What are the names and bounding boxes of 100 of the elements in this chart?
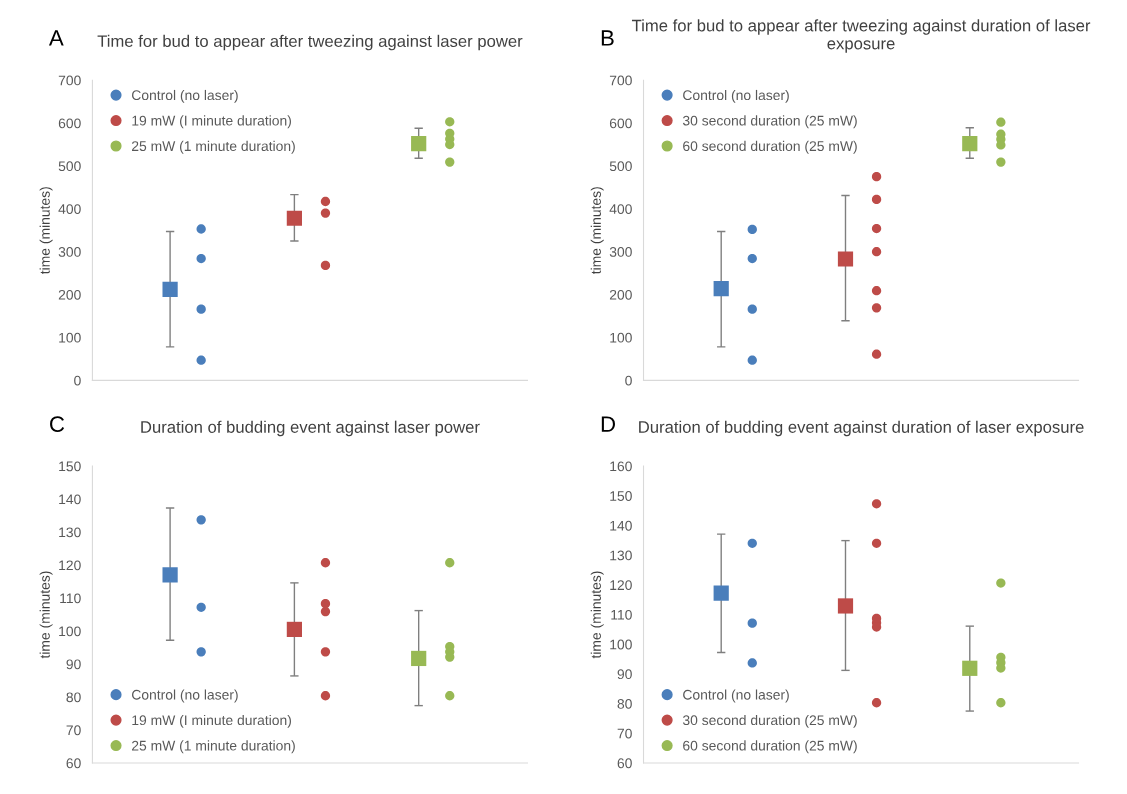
point <box>196 355 206 365</box>
text: B <box>601 30 614 46</box>
legend-label: Control (no laser) <box>132 689 238 703</box>
point <box>747 224 757 235</box>
y-axis-title: time (minutes) <box>39 187 53 275</box>
point <box>445 157 455 167</box>
y-tick-label: 100 <box>610 639 632 650</box>
point <box>747 253 757 264</box>
y-tick-label: 0 <box>74 375 81 386</box>
text: A <box>48 30 64 46</box>
point <box>196 304 206 314</box>
y-tick-label: 400 <box>58 204 81 214</box>
point <box>871 286 882 296</box>
y-tick-label: 300 <box>58 247 81 257</box>
y-tick-label: 60 <box>66 758 81 769</box>
y-tick-label: 80 <box>66 692 81 703</box>
point <box>996 698 1006 708</box>
y-tick-label: 90 <box>617 669 632 680</box>
chart-title: Duration of budding event against laser power <box>141 420 480 437</box>
y-tick-label: 130 <box>59 527 81 538</box>
legend-label: 60 second duration (25 mW) <box>683 140 857 154</box>
y-tick-label: 700 <box>58 75 81 86</box>
point <box>196 515 206 525</box>
point <box>196 253 206 264</box>
y-tick-label: 300 <box>609 247 632 257</box>
point <box>871 303 882 313</box>
point <box>747 618 757 628</box>
point <box>747 538 757 548</box>
y-tick-label: 600 <box>609 118 632 129</box>
legend-label: 19 mW (I minute duration) <box>132 714 291 728</box>
point <box>871 349 882 359</box>
y-tick-label: 80 <box>617 698 632 709</box>
y-tick-label: 70 <box>617 728 632 739</box>
legend-label: 30 second duration (25 mW) <box>682 714 857 728</box>
point <box>996 578 1006 588</box>
text: D <box>601 416 615 432</box>
y-tick-label: 500 <box>609 161 632 172</box>
y-tick-label: 120 <box>59 560 81 571</box>
point <box>320 558 331 568</box>
point <box>320 599 331 609</box>
y-tick-label: 100 <box>59 332 81 343</box>
point <box>320 606 331 617</box>
y-tick-label: 100 <box>59 626 81 637</box>
y-tick-label: 150 <box>610 491 632 501</box>
legend-label: Control (no laser) <box>683 89 789 103</box>
point <box>196 602 206 612</box>
y-axis-title: time (minutes) <box>39 571 53 659</box>
point <box>996 117 1006 127</box>
point <box>871 172 882 182</box>
point <box>445 117 455 127</box>
legend-label: 60 second duration (25 mW) <box>683 740 857 754</box>
point <box>871 194 882 205</box>
y-tick-label: 160 <box>610 461 632 472</box>
point <box>320 208 331 218</box>
point <box>871 538 882 548</box>
chart-title: Time for bud to appear after tweezing against laser power <box>97 34 523 51</box>
point <box>871 698 882 708</box>
y-tick-label: 0 <box>625 375 632 386</box>
point <box>871 247 882 257</box>
point <box>747 304 757 314</box>
y-tick-label: 130 <box>610 550 632 561</box>
legend-label: 19 mW (I minute duration) <box>132 115 291 129</box>
legend-label: 30 second duration (25 mW) <box>682 115 857 129</box>
point <box>320 691 331 701</box>
point <box>196 224 206 234</box>
chart-title: Time for bud to appear after tweezing against duration of laser exposure <box>631 19 1091 53</box>
y-tick-label: 100 <box>610 332 632 343</box>
point <box>871 223 882 234</box>
point <box>320 260 331 271</box>
legend-label: 25 mW (1 minute duration) <box>132 740 295 754</box>
y-tick-label: 140 <box>59 494 81 505</box>
y-tick-label: 700 <box>609 75 632 86</box>
point <box>996 157 1006 167</box>
y-tick-label: 110 <box>611 609 632 620</box>
legend-label: Control (no laser) <box>132 89 238 103</box>
y-tick-label: 200 <box>58 289 81 300</box>
y-tick-label: 600 <box>58 118 81 129</box>
legend-label: Control (no laser) <box>683 689 789 703</box>
y-tick-label: 70 <box>66 725 81 736</box>
y-tick-label: 120 <box>610 580 632 591</box>
y-tick-label: 60 <box>617 758 632 769</box>
y-tick-label: 140 <box>610 520 632 531</box>
point <box>747 658 757 668</box>
y-tick-label: 200 <box>609 289 632 300</box>
y-tick-label: 500 <box>58 161 81 172</box>
point <box>747 355 757 365</box>
point <box>320 196 331 207</box>
point <box>445 558 455 568</box>
y-tick-label: 110 <box>60 593 81 604</box>
y-axis-title: time (minutes) <box>590 187 604 275</box>
text: C <box>50 416 65 432</box>
legend-label: 25 mW (1 minute duration) <box>132 140 295 154</box>
y-tick-label: 400 <box>609 204 632 214</box>
point <box>196 647 206 657</box>
chart-title: Duration of budding event against duration of laser exposure <box>639 420 1084 437</box>
point <box>320 647 331 657</box>
point <box>445 691 455 701</box>
y-axis-title: time (minutes) <box>590 571 604 659</box>
y-tick-label: 90 <box>66 659 81 670</box>
point <box>871 499 882 509</box>
